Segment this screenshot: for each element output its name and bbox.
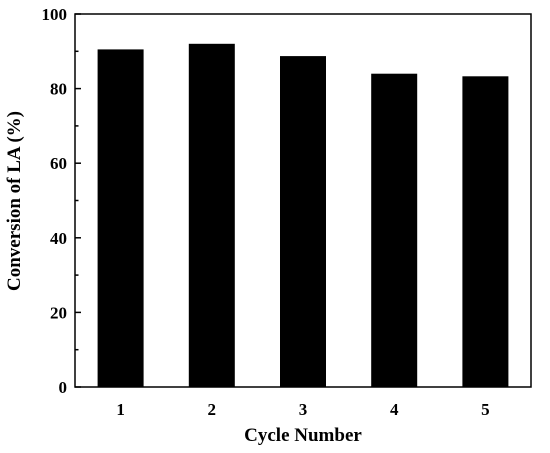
x-tick-label: 1 — [116, 400, 125, 419]
x-tick-label: 4 — [390, 400, 399, 419]
bar-3 — [280, 56, 326, 387]
x-tick-label: 3 — [299, 400, 308, 419]
bars-layer — [97, 43, 509, 388]
bar-4 — [371, 73, 418, 387]
axes-layer — [74, 13, 532, 388]
bar-2 — [188, 43, 235, 388]
x-tick-label: 5 — [481, 400, 490, 419]
x-axis-title: Cycle Number — [244, 425, 362, 446]
bar-5 — [462, 76, 509, 388]
y-tick-label: 40 — [50, 229, 67, 248]
y-tick-label: 0 — [59, 378, 68, 397]
x-tick-label: 2 — [208, 400, 217, 419]
y-tick-label: 20 — [50, 303, 67, 322]
y-axis-title: Conversion of LA (%) — [4, 111, 25, 291]
y-tick-label: 60 — [50, 154, 67, 173]
bar-1 — [97, 49, 144, 388]
labels-layer: 0 20 40 60 80 100 1 2 3 4 5 — [42, 5, 490, 419]
y-tick-label: 80 — [50, 80, 67, 99]
y-tick-label: 100 — [42, 5, 68, 24]
